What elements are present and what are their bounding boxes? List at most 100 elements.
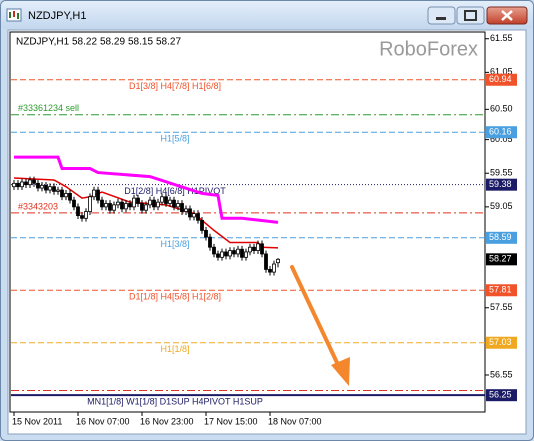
candle-body: [148, 199, 152, 206]
candle-body: [188, 208, 192, 218]
candle-body: [76, 206, 80, 217]
candle-body: [236, 248, 240, 255]
price-tag-label: 58.59: [489, 232, 512, 242]
candle-body: [72, 199, 76, 208]
candle-body: [28, 179, 32, 186]
price-tag-label: 60.16: [489, 127, 512, 137]
price-tag: [486, 389, 517, 402]
level-label: D1[1/8] H4[5/8] H1[2/8]: [129, 292, 221, 302]
candle-body: [104, 203, 108, 208]
candle-body: [272, 263, 276, 273]
candle-body: [40, 184, 44, 189]
candle-body: [156, 201, 160, 208]
level-label: #33361234 sell: [18, 103, 79, 113]
level-label: #3343203: [18, 201, 58, 211]
title-bar: [1, 1, 533, 29]
candle-body: [160, 196, 164, 203]
x-tick-label: 17 Nov 15:00: [204, 416, 258, 426]
maximize-button[interactable]: [456, 6, 485, 25]
candle-body: [244, 251, 248, 258]
y-tick-label: 61.05: [490, 67, 513, 77]
price-tag: [486, 73, 517, 86]
y-tick-label: 56.55: [490, 369, 513, 379]
price-tag-label: 56.25: [489, 390, 512, 400]
candle-body: [112, 204, 116, 211]
indicator-line: [13, 177, 279, 249]
price-tag: [486, 231, 517, 244]
candle-body: [92, 189, 96, 198]
minimize-button[interactable]: [427, 6, 456, 25]
candle-body: [276, 258, 280, 264]
ohlc-open: 58.22: [72, 37, 97, 48]
candle-body: [144, 204, 148, 211]
candle-body: [152, 199, 156, 208]
price-tag: [486, 126, 517, 139]
y-tick-label: 59.05: [490, 201, 513, 211]
current-price-tag: [486, 253, 517, 266]
x-tick-label: 18 Nov 07:00: [268, 416, 322, 426]
candle-body: [96, 189, 100, 201]
candle-body: [212, 246, 216, 255]
close-button[interactable]: [486, 6, 528, 25]
candle-body: [16, 182, 20, 188]
candle-body: [48, 186, 52, 191]
ohlc-close: 58.27: [156, 37, 181, 48]
price-tag-label: 60.94: [489, 74, 512, 84]
candle-body: [116, 201, 120, 206]
price-tag: [486, 178, 517, 191]
candle-body: [56, 189, 60, 192]
y-tick-label: 60.50: [490, 104, 513, 114]
current-price-label: 58.27: [489, 254, 512, 264]
candle-body: [208, 236, 212, 248]
x-tick-label: 16 Nov 07:00: [76, 416, 130, 426]
candle-body: [60, 189, 64, 198]
level-label: D1[2/8] H4[6/8] H1PIVOT: [124, 186, 226, 196]
candle-body: [120, 201, 124, 210]
level-label: H1[3/8]: [160, 239, 189, 249]
price-tag-label: 59.38: [489, 179, 512, 189]
candle-body: [240, 248, 244, 258]
candle-body: [228, 250, 232, 257]
price-tag-label: 57.81: [489, 285, 512, 295]
plot-area: [9, 31, 486, 413]
candle-body: [232, 250, 236, 255]
candle-body: [36, 182, 40, 189]
y-tick-label: 61.55: [490, 33, 513, 43]
candle-body: [124, 203, 128, 210]
candle-body: [248, 246, 252, 253]
candle-body: [108, 203, 112, 211]
candle-body: [84, 211, 88, 219]
indicator-line: [14, 155, 279, 224]
candle-body: [256, 243, 260, 251]
candle-body: [20, 181, 24, 188]
candle-body: [12, 182, 16, 188]
candle-body: [200, 219, 204, 231]
candle-body: [32, 179, 36, 184]
candle-body: [24, 181, 28, 186]
candle-body: [164, 196, 168, 204]
y-tick-label: 57.55: [490, 302, 513, 312]
level-label: H1[1/8]: [160, 344, 189, 354]
candle-body: [216, 253, 220, 258]
candle-body: [224, 251, 228, 257]
candle-body: [136, 197, 140, 204]
ohlc-high: 58.29: [100, 37, 125, 48]
candle-body: [176, 203, 180, 208]
candle-body: [260, 243, 264, 255]
price-tag: [486, 336, 517, 349]
candle-body: [52, 186, 56, 192]
level-label: H1[5/8]: [160, 134, 189, 144]
price-tag-label: 57.03: [489, 337, 512, 347]
candle-body: [44, 184, 48, 191]
chart-title: NZDJPY,H1: [16, 37, 70, 48]
price-tag: [486, 284, 517, 297]
candle-body: [172, 199, 176, 208]
level-label: MN1[1/8] W1[1/8] D1SUP H4PIVOT H1SUP: [87, 397, 263, 407]
x-tick-label: 15 Nov 2011: [12, 416, 62, 426]
candle-body: [264, 253, 268, 270]
ohlc-low: 58.15: [128, 37, 153, 48]
plot: NZDJPY,H1 58.22 58.29 58.15 58.27 RoboForex61…: [11, 33, 517, 426]
y-tick-label: 60.05: [490, 134, 513, 144]
candle-body: [184, 208, 188, 212]
